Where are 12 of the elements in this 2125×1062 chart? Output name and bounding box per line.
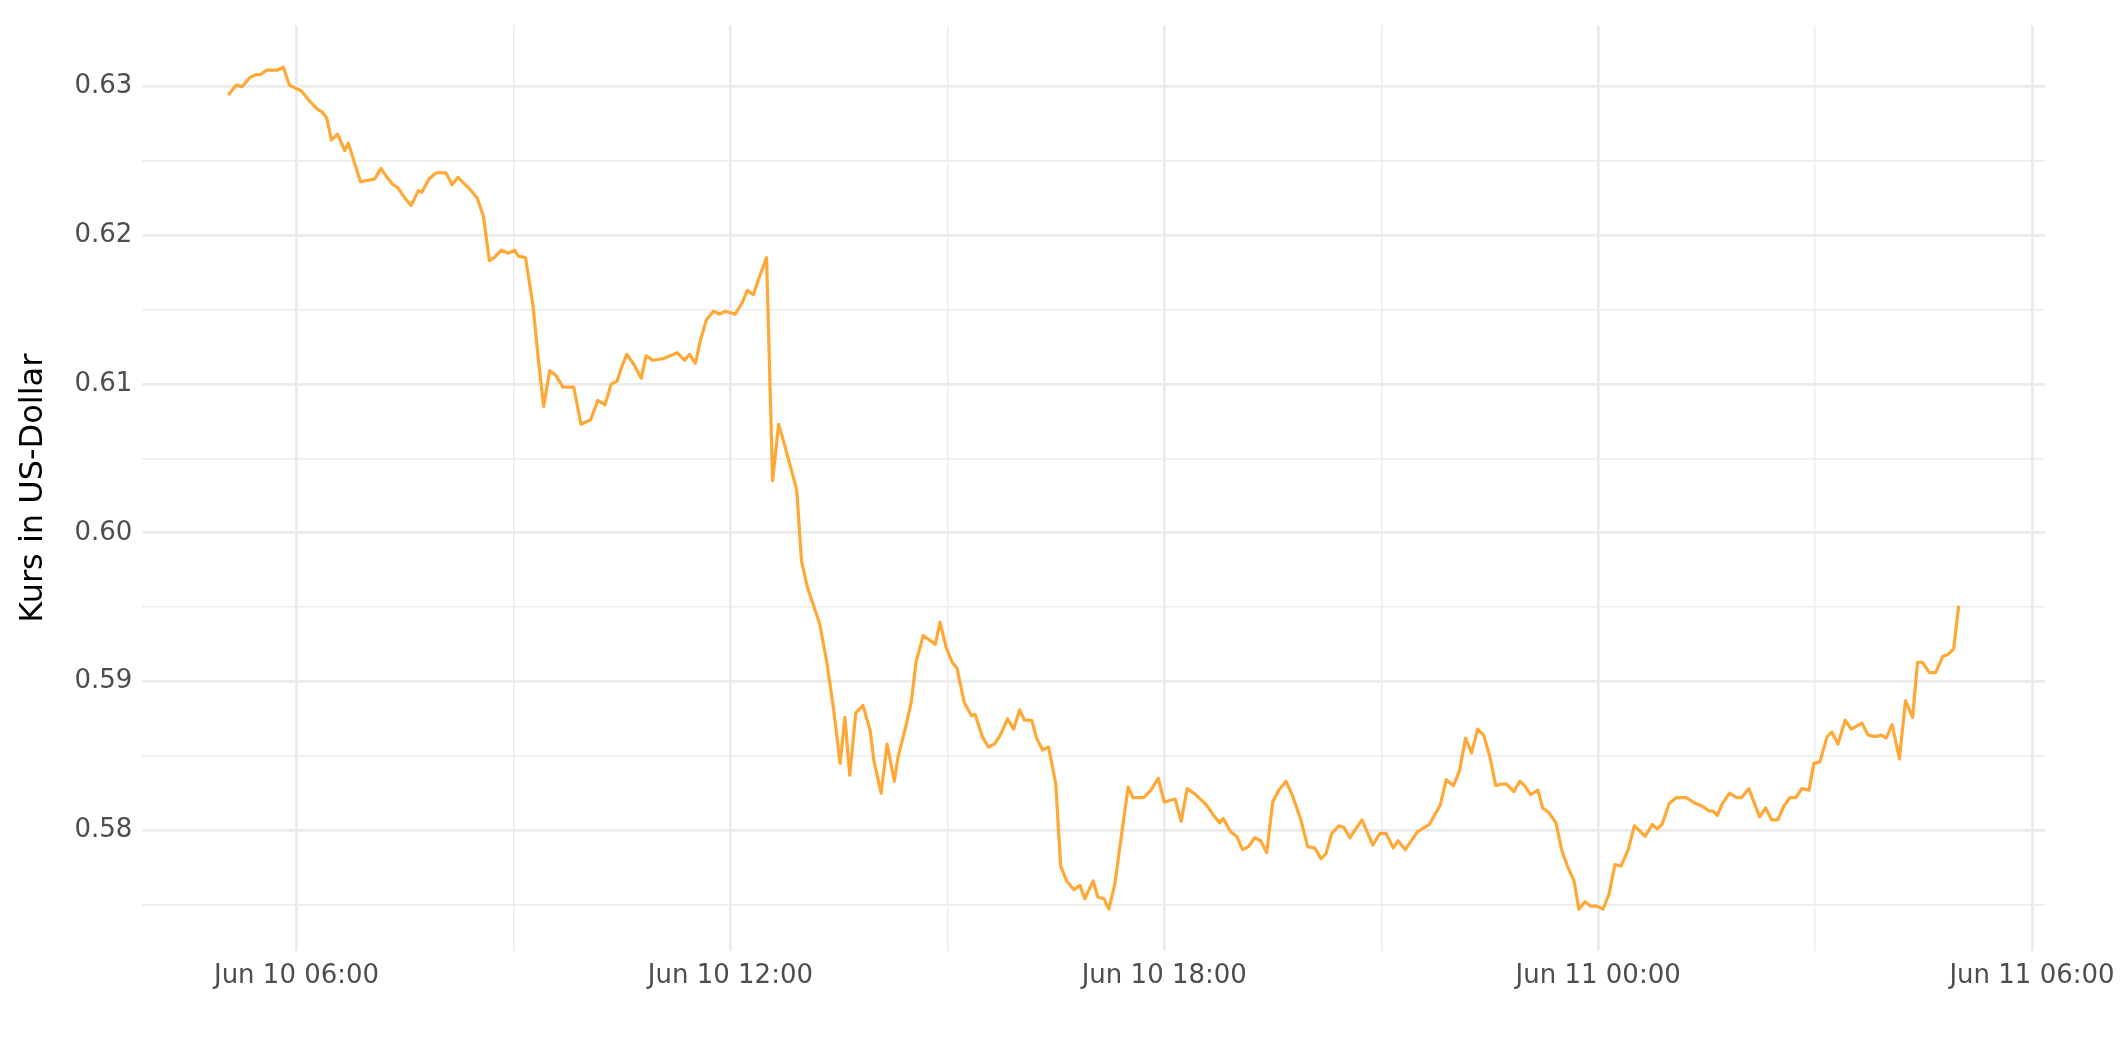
y-tick-label: 0.58 xyxy=(74,813,133,844)
x-tick-label: Jun 11 00:00 xyxy=(1513,959,1681,990)
y-tick-label: 0.63 xyxy=(74,69,133,100)
y-tick-label: 0.62 xyxy=(74,218,133,249)
y-tick-label: 0.61 xyxy=(74,366,133,397)
x-tick-label: Jun 10 18:00 xyxy=(1079,959,1247,990)
y-tick-label: 0.59 xyxy=(74,664,133,695)
y-tick-label: 0.60 xyxy=(74,515,133,546)
x-tick-label: Jun 10 12:00 xyxy=(645,959,813,990)
x-tick-label: Jun 11 06:00 xyxy=(1947,959,2115,990)
x-tick-label: Jun 10 06:00 xyxy=(211,959,380,990)
y-axis-title: Kurs in US-Dollar xyxy=(11,352,50,623)
